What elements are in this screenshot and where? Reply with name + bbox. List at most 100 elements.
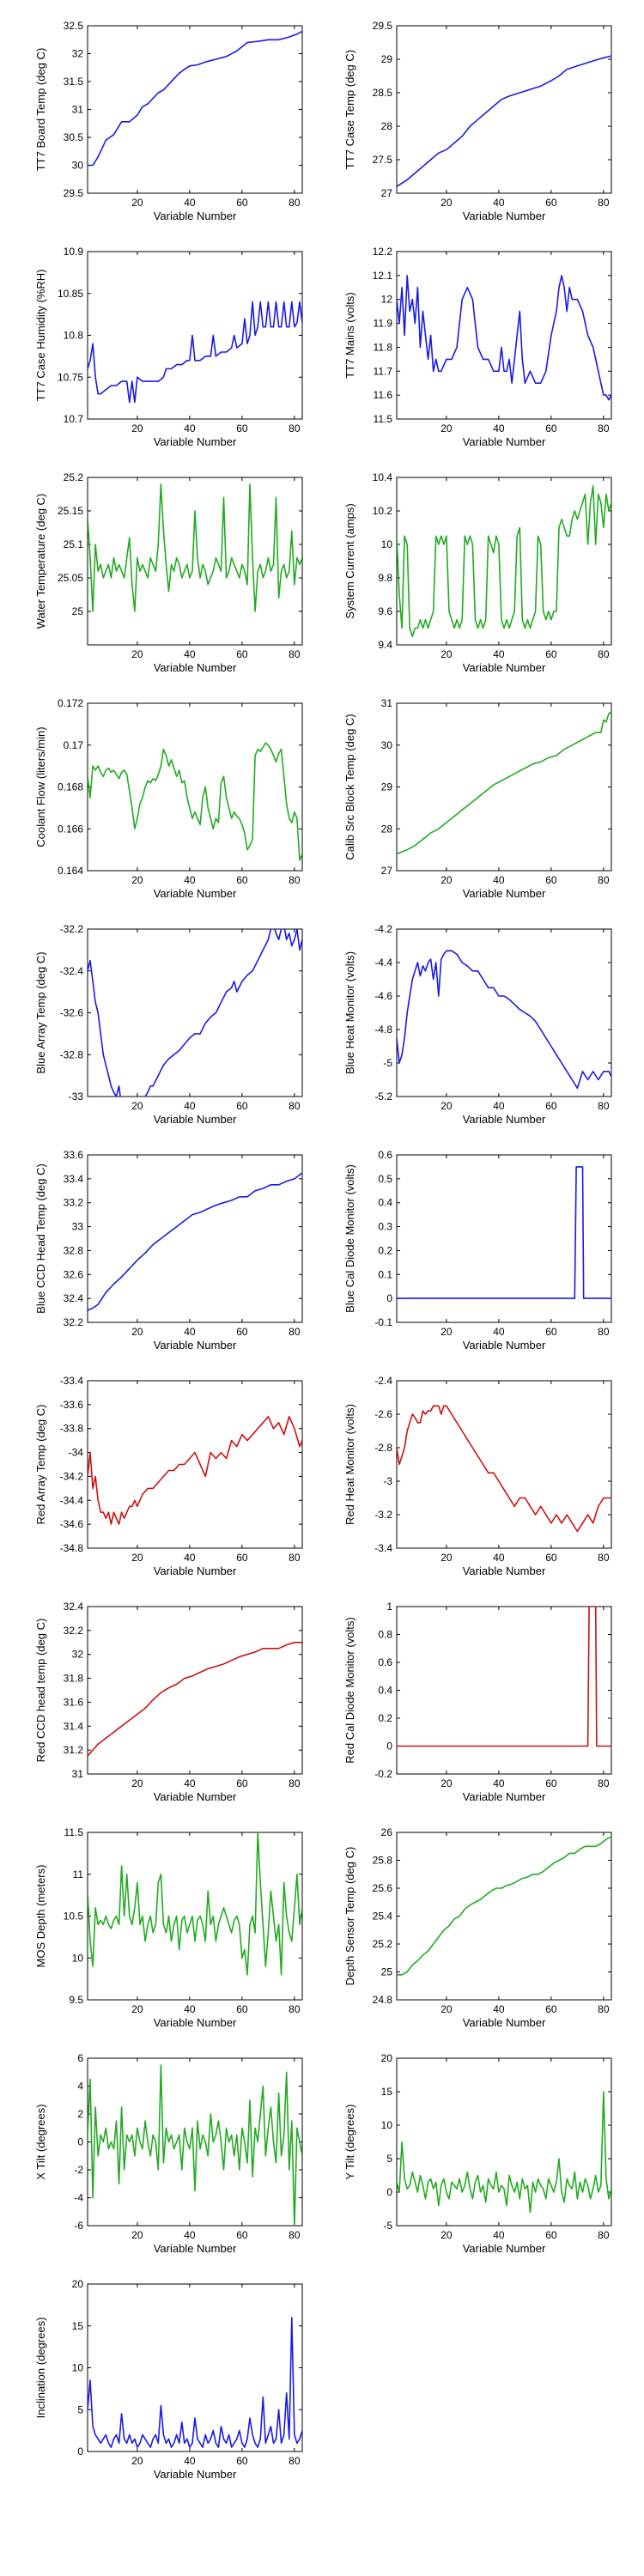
plot-area bbox=[87, 1832, 303, 2001]
y-tick-label: 5 bbox=[77, 2403, 83, 2415]
y-tick-label: 32.6 bbox=[64, 1268, 84, 1280]
x-tick-label: 40 bbox=[184, 1777, 196, 1789]
x-axis-label: Variable Number bbox=[154, 887, 237, 900]
x-tick-label: 20 bbox=[440, 197, 453, 209]
series-line bbox=[88, 1642, 302, 1757]
chart-panel-17: 20 40 60 80 9.5 10 10.5 11 11.5 Variable Number MO… bbox=[34, 1826, 303, 2029]
y-tick-label: 10.4 bbox=[373, 471, 393, 483]
y-tick-label: -34.8 bbox=[60, 1542, 84, 1554]
x-tick-label: 40 bbox=[493, 1100, 505, 1112]
y-tick-label: 4 bbox=[77, 2081, 83, 2093]
x-tick-label: 40 bbox=[493, 197, 505, 209]
chart-panel-14: 20 40 60 80 -3.4 -3.2 -3 -2.8 -2.6 -2.4 Variable N… bbox=[343, 1375, 612, 1577]
y-axis-label: Red CCD head temp (deg C) bbox=[34, 1619, 47, 1763]
y-tick-label: 10.75 bbox=[58, 371, 83, 383]
x-tick-label: 60 bbox=[545, 874, 557, 886]
chart-panel-10: 20 40 60 80 -5.2 -5 -4.8 -4.6 -4.4 -4.2 Variable N… bbox=[343, 923, 612, 1126]
y-tick-label: 32.2 bbox=[64, 1316, 84, 1328]
chart-panel-12: 20 40 60 80 -0.1 0 0.1 0.2 0.3 0.4 0.5 0.6 Variable … bbox=[343, 1149, 612, 1352]
chart-panel-3: 20 40 60 80 10.7 10.75 10.8 10.85 10.9 Variable N… bbox=[34, 246, 303, 448]
x-tick-label: 40 bbox=[184, 2003, 196, 2015]
y-tick-label: 31.6 bbox=[64, 1696, 84, 1708]
y-tick-label: 33.4 bbox=[64, 1173, 84, 1185]
y-axis-label: System Current (amps) bbox=[343, 503, 356, 618]
x-tick-label: 60 bbox=[236, 874, 248, 886]
y-tick-label: -2.4 bbox=[374, 1375, 392, 1387]
chart-panel-4: 20 40 60 80 11.5 11.6 11.7 11.8 11.9 12 12.1 12.2 Va… bbox=[343, 246, 612, 448]
x-tick-label: 40 bbox=[493, 2229, 505, 2241]
y-tick-label: 0.4 bbox=[378, 1197, 392, 1209]
y-tick-label: 32.2 bbox=[64, 1625, 84, 1637]
y-tick-label: 25.8 bbox=[373, 1855, 393, 1867]
series-line bbox=[397, 1607, 611, 1747]
y-tick-label: -32.6 bbox=[60, 1007, 84, 1019]
x-tick-label: 20 bbox=[131, 1777, 143, 1789]
series-line bbox=[397, 1405, 611, 1533]
y-tick-label: 11.7 bbox=[374, 365, 393, 377]
x-tick-label: 40 bbox=[184, 1326, 196, 1338]
y-tick-label: 9.8 bbox=[378, 572, 392, 584]
y-tick-label: 10.2 bbox=[373, 505, 393, 517]
x-tick-label: 80 bbox=[289, 874, 301, 886]
y-tick-label: 12.2 bbox=[373, 246, 393, 258]
series-line bbox=[88, 742, 302, 861]
plot-area bbox=[396, 477, 612, 646]
series-line bbox=[397, 275, 611, 401]
y-tick-label: 20 bbox=[381, 2052, 393, 2064]
y-tick-label: 15 bbox=[72, 2320, 84, 2332]
x-tick-label: 80 bbox=[598, 1326, 610, 1338]
y-tick-label: 31 bbox=[381, 697, 393, 709]
plot-area bbox=[87, 477, 303, 646]
plot-area bbox=[87, 702, 303, 872]
x-axis-label: Variable Number bbox=[154, 1790, 237, 1803]
y-tick-label: 32 bbox=[72, 1649, 84, 1661]
x-tick-label: 20 bbox=[440, 874, 453, 886]
y-tick-label: -32.4 bbox=[60, 965, 84, 977]
x-tick-label: 60 bbox=[545, 2229, 557, 2241]
y-tick-label: 0.8 bbox=[378, 1629, 392, 1641]
plot-area bbox=[396, 1832, 612, 2001]
chart-panel-6: 20 40 60 80 9.4 9.6 9.8 10 10.2 10.4 Variable Numb… bbox=[343, 471, 612, 674]
plot-area bbox=[87, 1154, 303, 1323]
x-tick-label: 40 bbox=[184, 874, 196, 886]
plot-area bbox=[87, 1606, 303, 1775]
plot-area bbox=[396, 928, 612, 1097]
y-tick-label: 0.2 bbox=[378, 1244, 392, 1256]
y-tick-label: 31.4 bbox=[64, 1720, 84, 1732]
y-tick-label: 25.4 bbox=[373, 1911, 393, 1923]
x-tick-label: 80 bbox=[289, 1326, 301, 1338]
y-axis-label: Red Heat Monitor (volts) bbox=[343, 1404, 356, 1525]
y-tick-label: -34 bbox=[69, 1447, 84, 1459]
x-axis-label: Variable Number bbox=[463, 435, 546, 448]
y-tick-label: -33.8 bbox=[60, 1423, 84, 1435]
x-axis-label: Variable Number bbox=[463, 661, 546, 674]
series-line bbox=[397, 55, 611, 187]
y-tick-label: -5 bbox=[383, 1057, 392, 1069]
x-axis-label: Variable Number bbox=[463, 887, 546, 900]
y-tick-label: 10.5 bbox=[64, 1911, 84, 1923]
y-tick-label: 25 bbox=[381, 1966, 393, 1978]
y-tick-label: -33.4 bbox=[60, 1375, 84, 1387]
y-tick-label: 28 bbox=[381, 823, 393, 835]
y-tick-label: 0.6 bbox=[378, 1149, 392, 1161]
y-tick-label: 0.168 bbox=[58, 781, 83, 793]
chart-panel-20: 20 40 60 80 -5 0 5 10 15 20 Variable Number Y Tilt … bbox=[343, 2052, 612, 2255]
y-tick-label: 2 bbox=[77, 2108, 83, 2120]
chart-panel-1: 20 40 60 80 29.5 30 30.5 31 31.5 32 32.5 Variable N… bbox=[34, 20, 303, 222]
chart-panel-9: 20 40 60 80 -33 -32.8 -32.6 -32.4 -32.2 Variable … bbox=[34, 923, 303, 1126]
x-axis-label: Variable Number bbox=[463, 1790, 546, 1803]
y-tick-label: -3.4 bbox=[374, 1542, 392, 1554]
plot-area bbox=[396, 702, 612, 872]
y-tick-label: 20 bbox=[72, 2278, 84, 2290]
x-tick-label: 20 bbox=[440, 1552, 453, 1564]
x-axis-label: Variable Number bbox=[154, 2468, 237, 2481]
x-tick-label: 20 bbox=[440, 1326, 453, 1338]
series-line bbox=[397, 484, 611, 638]
y-tick-label: 11.5 bbox=[64, 1826, 84, 1838]
series-line bbox=[397, 711, 611, 855]
y-tick-label: 25.2 bbox=[373, 1938, 393, 1950]
y-tick-label: 11.6 bbox=[374, 389, 393, 401]
y-tick-label: 30 bbox=[72, 160, 84, 172]
plot-area bbox=[396, 1154, 612, 1323]
